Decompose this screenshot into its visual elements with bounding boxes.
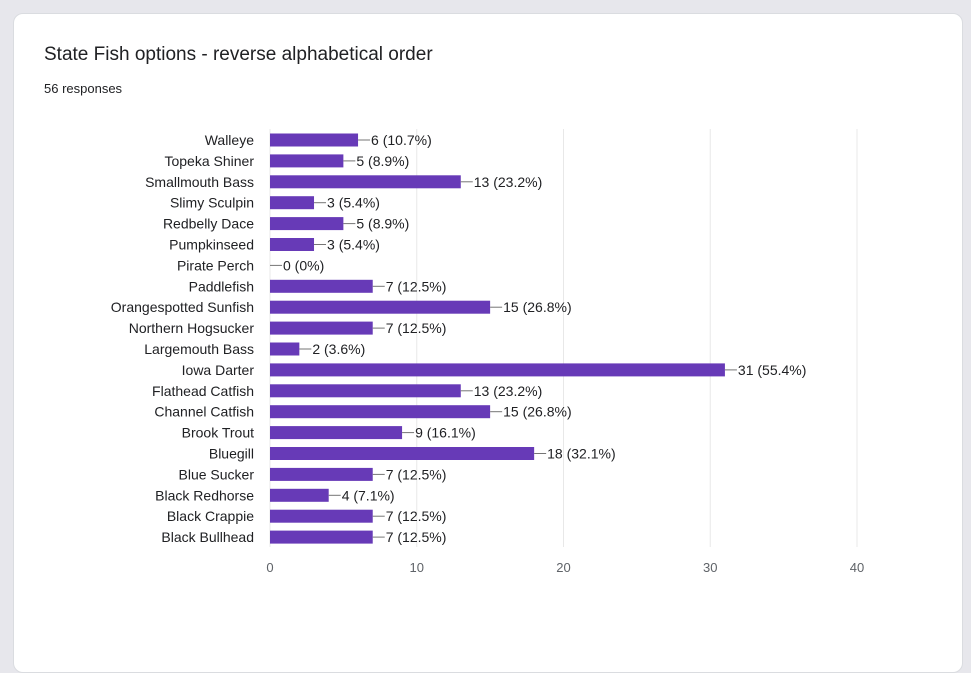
bar-chart: 0 10 20 30 40 Walleye 6 (10.7%) Topeka Shiner 5 … (111, 129, 864, 575)
bar[interactable] (270, 488, 329, 502)
data-label: 6 (10.7%) (371, 132, 432, 148)
x-tick-label: 30 (703, 560, 717, 575)
bar[interactable] (270, 133, 359, 147)
data-label: 0 (0%) (283, 257, 324, 273)
x-tick-label: 0 (266, 560, 273, 575)
data-label: 13 (23.2%) (474, 383, 542, 399)
category-label: Walleye (205, 132, 254, 148)
category-label: Paddlefish (189, 278, 254, 294)
bar[interactable] (270, 384, 461, 398)
data-label: 15 (26.8%) (503, 404, 571, 420)
data-label: 7 (12.5%) (386, 466, 447, 482)
data-label: 7 (12.5%) (386, 320, 447, 336)
bar[interactable] (270, 530, 373, 544)
bar[interactable] (270, 426, 403, 440)
x-tick-label: 20 (556, 560, 570, 575)
category-label: Black Crappie (167, 508, 254, 524)
data-label: 5 (8.9%) (356, 153, 409, 169)
category-label: Black Redhorse (155, 487, 254, 503)
data-label: 3 (5.4%) (327, 195, 380, 211)
bar[interactable] (270, 196, 315, 210)
data-label: 5 (8.9%) (356, 216, 409, 232)
bar[interactable] (270, 509, 373, 523)
category-label: Black Bullhead (161, 529, 254, 545)
bar[interactable] (270, 321, 373, 335)
data-label: 7 (12.5%) (386, 529, 447, 545)
category-label: Bluegill (209, 446, 254, 462)
data-label: 3 (5.4%) (327, 237, 380, 253)
bar[interactable] (270, 467, 373, 481)
bar[interactable] (270, 175, 461, 189)
bar[interactable] (270, 217, 344, 231)
category-label: Orangespotted Sunfish (111, 299, 254, 315)
data-label: 7 (12.5%) (386, 508, 447, 524)
category-label: Pirate Perch (177, 257, 254, 273)
bar[interactable] (270, 154, 344, 168)
category-label: Smallmouth Bass (145, 174, 254, 190)
x-tick-label: 10 (410, 560, 424, 575)
x-tick-label: 40 (850, 560, 864, 575)
category-label: Pumpkinseed (169, 237, 254, 253)
category-label: Channel Catfish (154, 404, 254, 420)
data-label: 9 (16.1%) (415, 425, 476, 441)
bar[interactable] (270, 363, 725, 377)
category-label: Redbelly Dace (163, 216, 254, 232)
data-label: 2 (3.6%) (312, 341, 365, 357)
category-label: Topeka Shiner (164, 153, 254, 169)
category-label: Northern Hogsucker (129, 320, 255, 336)
category-label: Iowa Darter (182, 362, 255, 378)
bar[interactable] (270, 405, 491, 419)
data-label: 13 (23.2%) (474, 174, 542, 190)
data-label: 4 (7.1%) (342, 487, 395, 503)
chart-title: State Fish options - reverse alphabetica… (44, 44, 433, 65)
bar[interactable] (270, 447, 535, 460)
category-label: Brook Trout (182, 425, 254, 441)
category-label: Flathead Catfish (152, 383, 254, 399)
data-label: 18 (32.1%) (547, 446, 615, 462)
chart-card: State Fish options - reverse alphabetica… (13, 13, 963, 673)
data-label: 7 (12.5%) (386, 278, 447, 294)
data-label: 15 (26.8%) (503, 299, 571, 315)
bar[interactable] (270, 300, 491, 314)
category-label: Slimy Sculpin (170, 195, 254, 211)
bar[interactable] (270, 342, 300, 356)
category-label: Blue Sucker (179, 466, 255, 482)
data-label: 31 (55.4%) (738, 362, 806, 378)
bar[interactable] (270, 279, 373, 293)
category-label: Largemouth Bass (144, 341, 254, 357)
bar[interactable] (270, 238, 315, 251)
response-count: 56 responses (44, 81, 123, 96)
